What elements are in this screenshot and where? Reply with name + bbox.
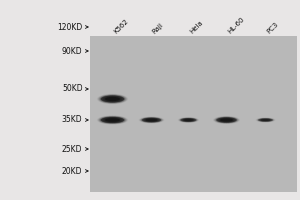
Ellipse shape	[178, 117, 199, 123]
Ellipse shape	[97, 115, 128, 125]
Ellipse shape	[219, 118, 234, 122]
Ellipse shape	[103, 96, 122, 102]
Text: 35KD: 35KD	[62, 116, 82, 124]
Text: 20KD: 20KD	[62, 166, 82, 176]
Ellipse shape	[182, 118, 195, 122]
Ellipse shape	[219, 118, 234, 122]
Ellipse shape	[103, 117, 122, 123]
Ellipse shape	[101, 117, 124, 123]
Ellipse shape	[98, 116, 127, 124]
Ellipse shape	[183, 119, 194, 121]
Ellipse shape	[258, 118, 273, 122]
Ellipse shape	[142, 118, 161, 122]
Ellipse shape	[217, 117, 236, 123]
Text: PC3: PC3	[266, 21, 279, 35]
Ellipse shape	[257, 118, 274, 122]
Text: HL-60: HL-60	[226, 16, 245, 35]
Ellipse shape	[143, 118, 160, 122]
Ellipse shape	[220, 118, 233, 122]
Ellipse shape	[104, 118, 121, 122]
Ellipse shape	[101, 95, 124, 103]
Ellipse shape	[256, 118, 274, 122]
Ellipse shape	[260, 119, 271, 121]
Ellipse shape	[180, 118, 196, 122]
Ellipse shape	[105, 118, 120, 122]
Ellipse shape	[99, 95, 126, 103]
Ellipse shape	[261, 119, 270, 121]
Ellipse shape	[256, 118, 275, 122]
Ellipse shape	[258, 118, 273, 122]
Ellipse shape	[100, 96, 124, 102]
Ellipse shape	[144, 118, 159, 122]
Ellipse shape	[99, 116, 126, 124]
Ellipse shape	[215, 117, 238, 123]
Ellipse shape	[261, 119, 270, 121]
Text: K562: K562	[112, 18, 129, 35]
Ellipse shape	[179, 117, 198, 123]
Ellipse shape	[140, 117, 163, 123]
Bar	[90, 36, 297, 192]
Ellipse shape	[98, 116, 127, 124]
Ellipse shape	[182, 118, 195, 122]
Ellipse shape	[146, 119, 158, 121]
Ellipse shape	[141, 117, 162, 123]
Text: 120KD: 120KD	[57, 22, 83, 31]
Ellipse shape	[141, 117, 162, 123]
Ellipse shape	[145, 118, 158, 122]
Ellipse shape	[105, 97, 120, 101]
Ellipse shape	[260, 119, 271, 121]
Text: 50KD: 50KD	[62, 84, 82, 93]
Ellipse shape	[100, 116, 125, 123]
Ellipse shape	[220, 118, 233, 122]
Ellipse shape	[216, 117, 237, 123]
Ellipse shape	[218, 118, 235, 122]
Ellipse shape	[258, 118, 273, 122]
Ellipse shape	[214, 116, 239, 124]
Ellipse shape	[102, 117, 123, 123]
Ellipse shape	[100, 117, 124, 123]
Ellipse shape	[143, 118, 160, 122]
Ellipse shape	[183, 119, 194, 121]
Ellipse shape	[97, 94, 128, 104]
Ellipse shape	[183, 119, 194, 121]
Ellipse shape	[98, 94, 127, 104]
Ellipse shape	[100, 95, 125, 103]
Ellipse shape	[102, 96, 123, 102]
Text: Hela: Hela	[188, 20, 204, 35]
Ellipse shape	[179, 118, 197, 122]
Text: 90KD: 90KD	[62, 46, 82, 55]
Ellipse shape	[146, 119, 158, 121]
Ellipse shape	[105, 118, 120, 122]
Ellipse shape	[142, 118, 161, 122]
Ellipse shape	[181, 118, 196, 122]
Ellipse shape	[259, 119, 272, 121]
Ellipse shape	[180, 118, 197, 122]
Ellipse shape	[98, 94, 127, 104]
Ellipse shape	[181, 118, 196, 122]
Ellipse shape	[259, 118, 272, 122]
Text: Raji: Raji	[152, 22, 165, 35]
Ellipse shape	[104, 96, 121, 102]
Ellipse shape	[103, 96, 122, 102]
Ellipse shape	[139, 117, 164, 123]
Ellipse shape	[217, 117, 236, 123]
Text: 25KD: 25KD	[62, 144, 82, 154]
Ellipse shape	[214, 116, 239, 124]
Ellipse shape	[105, 97, 120, 101]
Ellipse shape	[216, 117, 237, 123]
Ellipse shape	[103, 118, 122, 122]
